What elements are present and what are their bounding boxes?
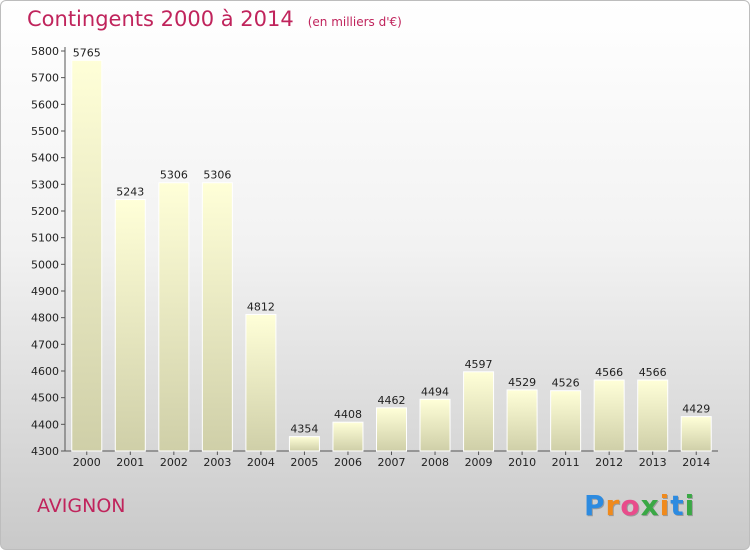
y-tick-label: 5700 [31, 72, 59, 85]
x-tick-label: 2001 [116, 456, 144, 469]
value-label: 4429 [682, 403, 710, 416]
y-tick-label: 5300 [31, 178, 59, 191]
bar-2010 [506, 389, 538, 452]
y-tick-label: 5600 [31, 98, 59, 111]
value-label: 5306 [203, 169, 231, 182]
bar-2012 [593, 379, 625, 452]
y-tick-label: 5800 [31, 45, 59, 58]
y-tick-label: 5100 [31, 232, 59, 245]
x-tick-label: 2004 [247, 456, 275, 469]
y-tick-label: 5500 [31, 125, 59, 138]
y-tick-label: 5400 [31, 152, 59, 165]
value-label: 4566 [639, 366, 667, 379]
x-tick-label: 2010 [508, 456, 536, 469]
value-label: 4812 [247, 300, 275, 313]
x-tick-label: 2009 [465, 456, 493, 469]
bar-2007 [376, 407, 407, 452]
value-label: 4529 [508, 376, 536, 389]
x-tick-label: 2002 [160, 456, 188, 469]
bar-2006 [332, 421, 364, 452]
x-tick-label: 2014 [682, 456, 710, 469]
y-tick-label: 4800 [31, 312, 59, 325]
bar-2014 [680, 416, 712, 452]
value-label: 5765 [73, 46, 101, 59]
title-text: Contingents 2000 à 2014 [27, 7, 294, 31]
y-tick-label: 5000 [31, 258, 59, 271]
bar-2004 [245, 313, 277, 452]
x-tick-label: 2003 [203, 456, 231, 469]
labels: 5765 2000 5243 2001 5306 2002 5306 2003 4812 2004… [73, 46, 710, 469]
bar-2009 [463, 371, 495, 452]
value-label: 4597 [465, 358, 493, 371]
y-tick-label: 4700 [31, 338, 59, 351]
chart-title: Contingents 2000 à 2014 (en milliers d'€) [27, 7, 402, 31]
y-tick-label: 5200 [31, 205, 59, 218]
x-tick-label: 2006 [334, 456, 362, 469]
x-tick-label: 2013 [639, 456, 667, 469]
x-tick-label: 2007 [378, 456, 406, 469]
bar-2001 [114, 199, 146, 452]
value-label: 4566 [595, 366, 623, 379]
bar-2000 [71, 59, 103, 452]
value-label: 4462 [378, 394, 406, 407]
bars [71, 59, 712, 452]
value-label: 5306 [160, 169, 188, 182]
x-tick-label: 2008 [421, 456, 449, 469]
x-tick-label: 2011 [552, 456, 580, 469]
proxiti-logo: Proxiti [584, 489, 696, 522]
bar-2008 [419, 398, 451, 452]
y-tick-label: 4900 [31, 285, 59, 298]
y-tick-label: 4500 [31, 392, 59, 405]
bar-2003 [201, 182, 233, 452]
value-label: 5243 [116, 186, 144, 199]
x-tick-label: 2005 [290, 456, 318, 469]
chart-subtitle: (en milliers d'€) [307, 15, 402, 29]
bar-2002 [158, 182, 190, 452]
bar-2005 [288, 436, 320, 452]
value-label: 4494 [421, 385, 449, 398]
y-tick-label: 4300 [31, 445, 59, 458]
bar-2011 [550, 390, 582, 452]
x-tick-label: 2012 [595, 456, 623, 469]
value-label: 4408 [334, 408, 362, 421]
bar-2013 [637, 379, 669, 452]
value-label: 4354 [290, 423, 318, 436]
place-name: AVIGNON [37, 495, 126, 517]
y-tick-label: 4400 [31, 418, 59, 431]
x-tick-label: 2000 [73, 456, 101, 469]
axes: 4300 4400 4500 4600 4700 4800 4900 5000 5100 5200… [31, 45, 718, 458]
value-label: 4526 [552, 377, 580, 390]
y-tick-label: 4600 [31, 365, 59, 378]
